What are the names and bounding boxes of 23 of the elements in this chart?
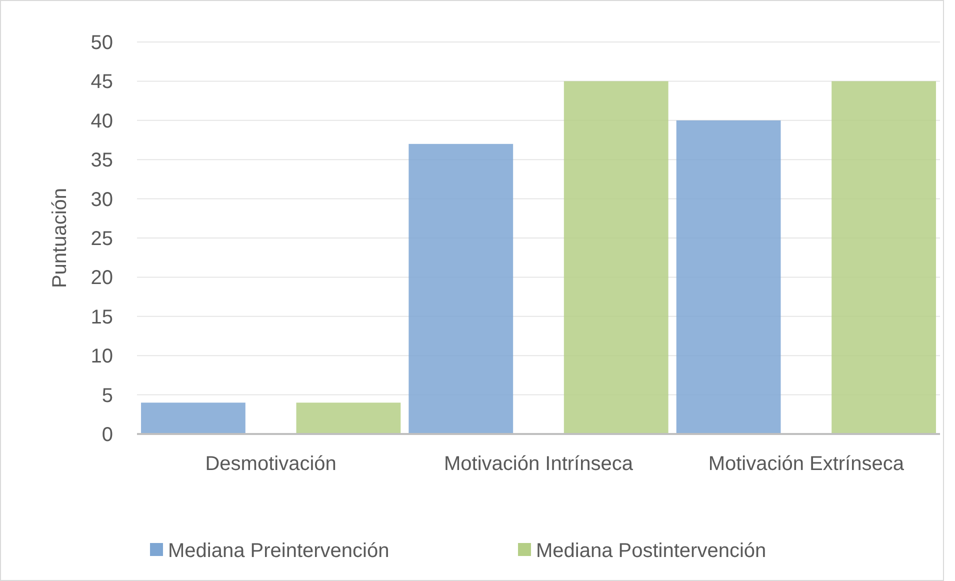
y-tick-label: 45 <box>90 71 113 94</box>
y-tick-label: 20 <box>90 267 113 290</box>
bar <box>564 81 668 434</box>
y-tick-label: 50 <box>90 32 113 54</box>
bar <box>676 120 781 434</box>
y-tick-label: 35 <box>90 150 113 172</box>
y-axis-title: Puntuación <box>49 188 71 288</box>
y-tick-label: 0 <box>102 424 113 446</box>
bar <box>408 144 514 434</box>
legend-label: Mediana Postintervención <box>536 540 766 562</box>
y-tick-label: 10 <box>90 346 113 368</box>
legend-label: Mediana Preintervención <box>168 540 390 562</box>
bar <box>832 81 936 434</box>
x-tick-label: Motivación Extrínseca <box>708 453 905 475</box>
y-tick-label: 25 <box>90 228 113 250</box>
bar <box>141 402 246 434</box>
y-tick-label: 15 <box>90 306 113 328</box>
y-tick-label: 40 <box>90 110 113 132</box>
x-tick-label: Desmotivación <box>205 453 336 475</box>
bar <box>296 402 401 434</box>
x-tick-label: Motivación Intrínseca <box>444 453 634 475</box>
y-tick-label: 30 <box>90 188 113 211</box>
y-tick-label: 5 <box>102 384 113 407</box>
